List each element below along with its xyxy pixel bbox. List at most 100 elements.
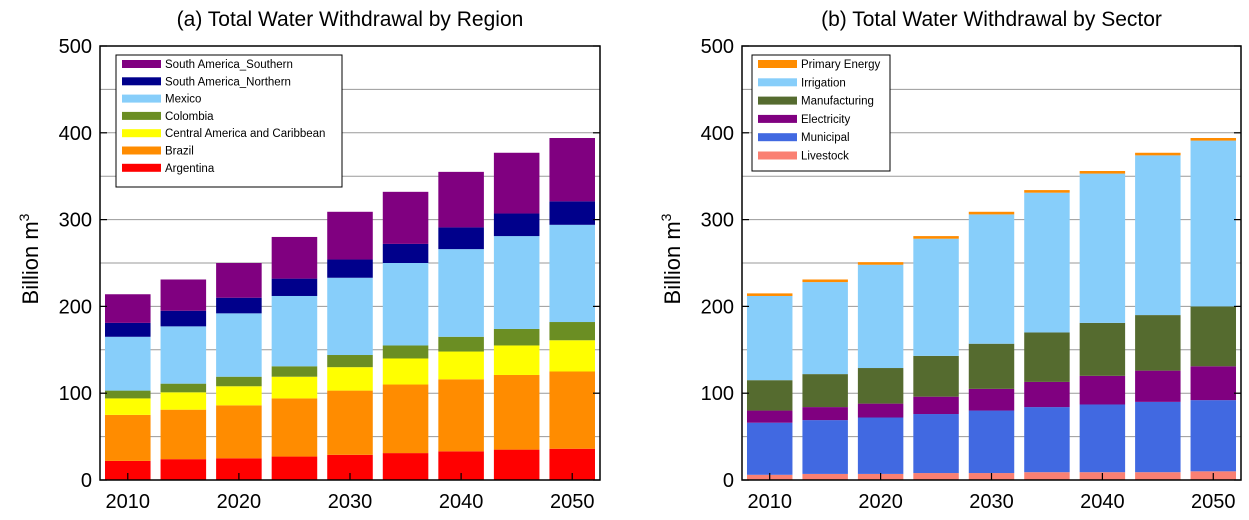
bar-segment-electricity-2010 — [746, 410, 793, 423]
legend-entry-label: Livestock — [801, 151, 849, 163]
bar-segment-south-america-southern-2025 — [271, 236, 318, 279]
legend-entry-label: Argentina — [165, 163, 215, 175]
legend-swatch — [122, 77, 161, 86]
bar-segment-colombia-2035 — [382, 345, 429, 359]
legend-entry-label: South America_Southern — [165, 59, 293, 71]
x-tick-label: 2010 — [747, 491, 792, 513]
bar-segment-electricity-2015 — [802, 407, 848, 421]
bar-segment-irrigation-2035 — [1024, 192, 1070, 333]
bar-segment-colombia-2045 — [493, 328, 540, 346]
bar-segment-irrigation-2050 — [1190, 140, 1237, 307]
bar-segment-south-america-northern-2045 — [493, 213, 540, 237]
y-axis-label-superscript: 3 — [658, 213, 674, 221]
bar-segment-manufacturing-2020 — [857, 368, 904, 404]
bar-segment-electricity-2020 — [857, 403, 904, 418]
bar-segment-mexico-2035 — [382, 263, 429, 346]
bar-segment-primary-energy-2020 — [857, 262, 904, 265]
bar-segment-livestock-2035 — [1024, 472, 1070, 480]
legend-swatch — [758, 151, 797, 160]
legend-swatch — [122, 129, 161, 138]
y-tick-label: 400 — [701, 123, 734, 145]
bar-segment-livestock-2045 — [1135, 472, 1181, 480]
bar-segment-colombia-2040 — [438, 336, 484, 352]
bar-segment-mexico-2025 — [271, 295, 318, 367]
bar-segment-irrigation-2015 — [802, 282, 848, 375]
legend-entry-label: South America_Northern — [165, 76, 291, 88]
x-tick-label: 2010 — [106, 491, 151, 513]
legend-entry-label: Manufacturing — [801, 96, 874, 108]
bar-segment-primary-energy-2030 — [968, 211, 1015, 215]
bar-segment-electricity-2030 — [968, 388, 1015, 411]
bar-segment-mexico-2015 — [160, 326, 207, 384]
bar-segment-south-america-southern-2040 — [438, 171, 484, 228]
bar-segment-mexico-2040 — [438, 249, 484, 337]
bar-segment-irrigation-2045 — [1135, 155, 1181, 316]
y-axis-label-main: Billion m — [18, 221, 43, 304]
bar-segment-electricity-2025 — [913, 396, 959, 415]
bar-segment-south-america-northern-2020 — [216, 297, 262, 314]
bar-segment-argentina-2025 — [271, 456, 318, 480]
bar-segment-manufacturing-2025 — [913, 355, 959, 397]
legend-entry-label: Brazil — [165, 146, 194, 158]
y-tick-label: 100 — [701, 383, 734, 405]
bar-segment-south-america-northern-2035 — [382, 243, 429, 263]
chart-title: (b) Total Water Withdrawal by Sector — [821, 8, 1162, 31]
bar-segment-argentina-2045 — [493, 449, 540, 480]
y-axis-label: Billion m3 — [658, 213, 685, 304]
bar-segment-colombia-2030 — [327, 355, 373, 368]
bar-segment-municipal-2040 — [1079, 404, 1126, 473]
bar-segment-primary-energy-2035 — [1024, 190, 1070, 193]
bar-segment-colombia-2020 — [216, 376, 262, 387]
legend-swatch — [122, 60, 161, 68]
bar-segment-argentina-2035 — [382, 453, 429, 480]
bar-segment-south-america-northern-2010 — [105, 322, 151, 337]
bar-segment-central-america-and-caribbean-2015 — [160, 392, 207, 410]
bar-segment-central-america-and-caribbean-2045 — [493, 345, 540, 375]
legend-entry-label: Primary Energy — [801, 59, 880, 71]
y-axis-label-superscript: 3 — [16, 213, 32, 221]
chart-panel-region: 0 100 200 300 400 500 2010 2020 2030 2040 2050 (a) … — [16, 8, 601, 513]
legend-swatch — [758, 96, 797, 105]
bar-segment-brazil-2045 — [493, 374, 540, 450]
x-tick-label: 2030 — [328, 491, 373, 513]
bar-segment-south-america-northern-2040 — [438, 227, 484, 250]
bar-segment-electricity-2035 — [1024, 381, 1070, 408]
legend-swatch — [758, 133, 797, 142]
bar-segment-livestock-2025 — [913, 473, 959, 480]
legend-entry-label: Central America and Caribbean — [165, 128, 325, 140]
bar-segment-central-america-and-caribbean-2035 — [382, 358, 429, 385]
y-tick-label: 0 — [723, 470, 734, 492]
bar-segment-south-america-southern-2050 — [549, 138, 595, 202]
bar-segment-electricity-2045 — [1135, 370, 1181, 402]
y-axis-label: Billion m3 — [16, 213, 43, 304]
bar-segment-central-america-and-caribbean-2020 — [216, 386, 262, 406]
bar-segment-argentina-2015 — [160, 459, 207, 480]
bar-segment-brazil-2030 — [327, 390, 373, 455]
bar-segment-municipal-2050 — [1190, 400, 1237, 472]
bar-segment-central-america-and-caribbean-2050 — [549, 340, 595, 372]
bar-segment-argentina-2020 — [216, 458, 262, 480]
y-axis-label-main: Billion m — [660, 221, 685, 304]
bar-segment-municipal-2045 — [1135, 401, 1181, 473]
bar-segment-primary-energy-2040 — [1079, 170, 1126, 174]
y-tick-label: 500 — [701, 36, 734, 58]
y-tick-label: 500 — [59, 36, 92, 58]
legend-swatch — [122, 163, 161, 172]
bar-segment-south-america-southern-2010 — [105, 294, 151, 323]
legend: South America_Southern South America_Nort… — [115, 54, 343, 188]
bar-segment-mexico-2045 — [493, 236, 540, 329]
bar-segment-primary-energy-2045 — [1135, 152, 1181, 156]
bar-segment-brazil-2035 — [382, 384, 429, 454]
bar-segment-south-america-southern-2030 — [327, 211, 373, 260]
bar-segment-manufacturing-2030 — [968, 343, 1015, 389]
bar-segment-central-america-and-caribbean-2010 — [105, 398, 151, 415]
bar-segment-municipal-2035 — [1024, 407, 1070, 473]
bar-segment-south-america-southern-2035 — [382, 191, 429, 244]
y-tick-label: 100 — [59, 383, 92, 405]
x-tick-label: 2050 — [1191, 491, 1236, 513]
bar-segment-municipal-2020 — [857, 417, 904, 474]
x-tick-label: 2040 — [1080, 491, 1125, 513]
bar-segment-primary-energy-2025 — [913, 236, 959, 239]
bar-segment-primary-energy-2050 — [1190, 138, 1237, 141]
